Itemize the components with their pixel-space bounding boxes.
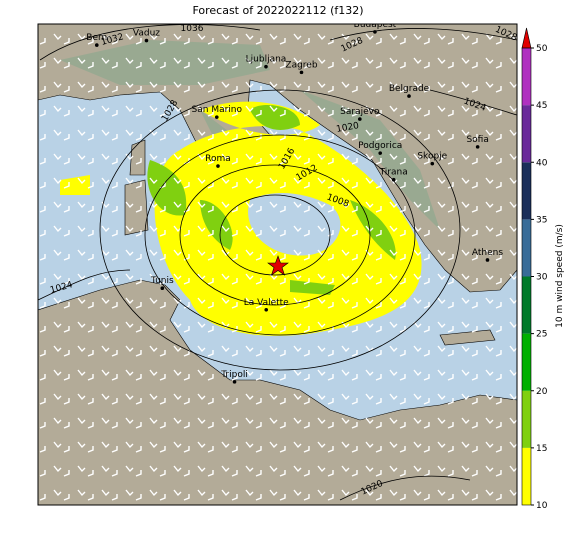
- city-label: Ljubljana: [246, 55, 287, 65]
- city-label: San Marino: [192, 105, 243, 115]
- city-dot: [214, 115, 219, 119]
- title: Forecast of 2022022112 (f132): [192, 4, 363, 17]
- colorbar-segment: [522, 333, 531, 391]
- colorbar-tick-label: 15: [536, 444, 547, 454]
- city-dot: [407, 94, 411, 98]
- city-dot: [144, 38, 149, 43]
- colorbar-segment: [522, 447, 531, 505]
- city-label: Tirana: [379, 168, 408, 178]
- city-dot: [391, 177, 396, 182]
- colorbar-tick-label: 45: [536, 101, 547, 111]
- city-dot: [232, 380, 237, 384]
- colorbar: 10 15 20 25 30 35 40 45 50: [521, 27, 548, 511]
- city-label: Athens: [472, 248, 503, 258]
- city-dot: [264, 307, 269, 312]
- colorbar-tick-label: 10: [536, 501, 548, 511]
- city-label: La Valette: [244, 298, 289, 308]
- city-label: Skopje: [417, 152, 447, 162]
- city-dot: [94, 43, 99, 47]
- colorbar-segment: [522, 219, 531, 277]
- city-dot: [264, 64, 268, 69]
- colorbar-tick-label: 20: [536, 387, 548, 397]
- colorbar-segment: [522, 390, 531, 448]
- colorbar-segment: [522, 48, 531, 106]
- city-dot: [160, 286, 165, 291]
- colorbar-tick-label: 30: [536, 273, 548, 283]
- city-label: Zagreb: [285, 60, 317, 70]
- colorbar-tick-label: 25: [536, 330, 547, 340]
- city-label: Budapest: [354, 20, 397, 30]
- low-center: [267, 255, 289, 276]
- city-label: Belgrade: [389, 84, 430, 94]
- city-dot: [373, 30, 377, 34]
- city-label: Podgorica: [358, 141, 402, 151]
- city-dot: [299, 70, 304, 75]
- city-label: Sofia: [466, 135, 488, 145]
- map: 1032103610281028102810241020101610121008…: [38, 20, 517, 505]
- colorbar-label: 10 m wind speed (m/s): [555, 224, 565, 328]
- isobars: [38, 24, 517, 501]
- city-label: Tripoli: [220, 370, 248, 380]
- frame: [37, 23, 518, 506]
- city-label: Bern: [86, 33, 107, 43]
- city-dot: [358, 117, 362, 121]
- city-label: Roma: [205, 154, 231, 164]
- isobar-label: 1020: [336, 121, 361, 135]
- colorbar-tick-label: 40: [536, 158, 548, 168]
- city-label: Sarajevo: [340, 107, 380, 117]
- colorbar-tick-label: 35: [536, 215, 547, 225]
- city-dot: [430, 161, 435, 166]
- colorbar-segment: [522, 105, 531, 163]
- city-dot: [378, 151, 383, 155]
- colorbar-segment: [522, 162, 531, 220]
- isobar-label: 1036: [181, 24, 204, 34]
- city-dot: [485, 258, 490, 262]
- city-label: Tunis: [150, 276, 174, 286]
- colorbar-segment: [522, 276, 531, 334]
- colorbar-extend: [521, 27, 532, 49]
- city-dot: [475, 145, 480, 149]
- colorbar-tick-label: 50: [536, 44, 548, 54]
- city-label: Vaduz: [133, 29, 160, 39]
- city-dot: [216, 164, 220, 168]
